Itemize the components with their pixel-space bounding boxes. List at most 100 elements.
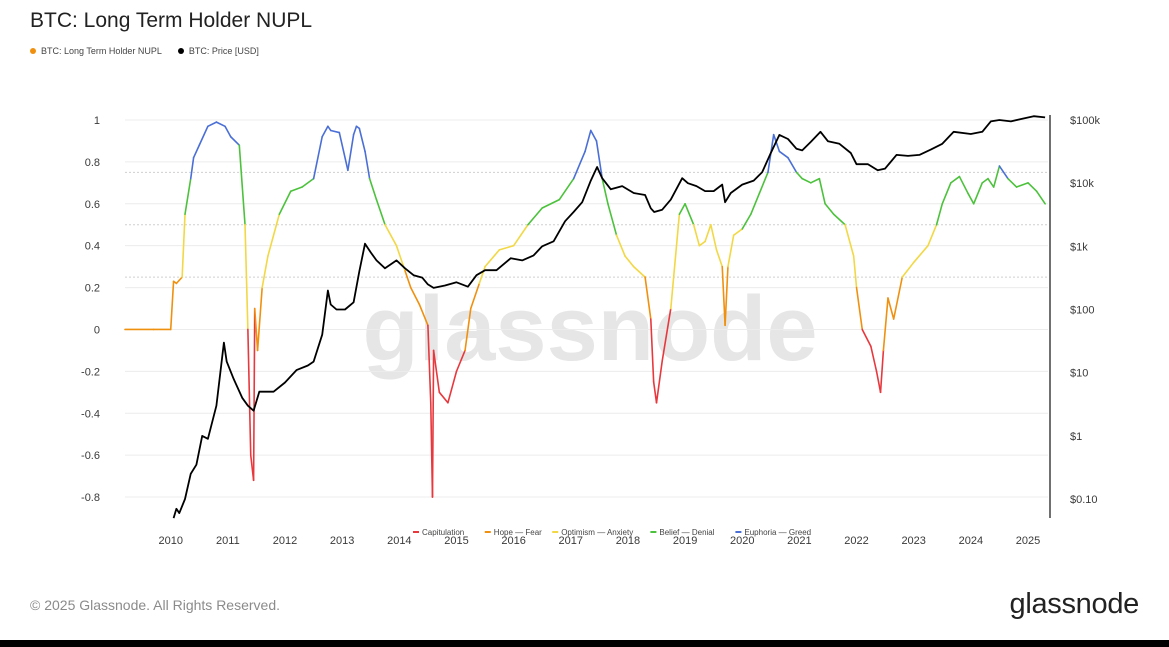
- glassnode-logo[interactable]: glassnode: [1009, 588, 1139, 620]
- x-tick-label: 2020: [730, 535, 754, 547]
- nupl-segment: [572, 150, 586, 180]
- nupl-segment: [192, 144, 201, 159]
- nupl-segment: [950, 175, 961, 184]
- nupl-segment: [758, 171, 769, 195]
- nupl-segment: [632, 265, 646, 278]
- legend-item-nupl[interactable]: BTC: Long Term Holder NUPL: [30, 46, 162, 56]
- nupl-segment: [655, 360, 664, 404]
- y-right-tick-label: $1: [1070, 431, 1082, 443]
- nupl-segment: [478, 265, 486, 285]
- nupl-segment: [721, 265, 726, 327]
- nupl-segment: [1015, 182, 1029, 188]
- left-axis: 1 0.8 0.6 0.4 0.2 0 -0.2 -0.4 -0.6 -0.8: [81, 115, 100, 504]
- chart-title: BTC: Long Term Holder NUPL: [30, 9, 313, 32]
- nupl-segment: [329, 129, 341, 134]
- legend-item-price[interactable]: BTC: Price [USD]: [177, 46, 259, 56]
- zone-legend-label: Capitulation: [422, 528, 464, 537]
- nupl-segment: [927, 223, 938, 247]
- nupl-segment: [669, 213, 681, 310]
- x-tick-label: 2015: [444, 535, 468, 547]
- x-tick-label: 2014: [387, 535, 411, 547]
- nupl-segment: [289, 186, 303, 193]
- nupl-segment: [941, 182, 952, 205]
- nupl-segment: [750, 192, 761, 216]
- x-tick-label: 2025: [1016, 535, 1040, 547]
- nupl-segment: [644, 276, 652, 320]
- legend-dot-price: [177, 48, 184, 54]
- price-line: [172, 115, 1046, 519]
- nupl-segment: [238, 144, 246, 226]
- y-left-tick-label: -0.2: [81, 366, 100, 378]
- nupl-segment: [244, 223, 249, 331]
- nupl-segment: [887, 297, 895, 320]
- nupl-segment: [787, 156, 798, 174]
- nupl-segment: [861, 328, 872, 348]
- nupl-segment: [715, 249, 724, 268]
- x-tick-label: 2017: [559, 535, 583, 547]
- nupl-segment: [678, 202, 686, 216]
- nupl-segment: [972, 182, 984, 205]
- nupl-segment: [189, 156, 195, 180]
- bottom-bar: [0, 640, 1169, 647]
- nupl-segment: [278, 190, 292, 216]
- legend-label-nupl: BTC: Long Term Holder NUPL: [41, 46, 162, 56]
- nupl-segment: [1027, 182, 1038, 193]
- y-right-tick-label: $100k: [1070, 115, 1100, 127]
- zone-legend-label: Hope — Fear: [494, 528, 542, 537]
- nupl-segment: [338, 131, 349, 172]
- nupl-segment: [438, 391, 449, 404]
- nupl-segment: [455, 349, 466, 373]
- nupl-segment: [607, 202, 618, 237]
- nupl-segment: [912, 244, 929, 264]
- nupl-segment: [624, 255, 635, 268]
- nupl-segment: [1035, 190, 1046, 205]
- nupl-segment: [368, 177, 378, 201]
- nupl-segment: [684, 202, 695, 226]
- x-tick-label: 2013: [330, 535, 354, 547]
- nupl-segment: [879, 349, 885, 394]
- y-right-tick-label: $0.10: [1070, 494, 1098, 506]
- x-tick-label: 2022: [844, 535, 868, 547]
- zone-legend-label: Optimism — Anxiety: [561, 528, 633, 537]
- y-right-tick-label: $100: [1070, 305, 1094, 317]
- y-left-tick-label: 0.8: [85, 157, 100, 169]
- nupl-segment: [704, 223, 712, 243]
- nupl-segment: [601, 177, 609, 205]
- legend-dot-nupl: [30, 48, 36, 54]
- y-right-tick-label: $1k: [1070, 241, 1088, 253]
- y-left-tick-label: 0.6: [85, 199, 100, 211]
- nupl-segment: [901, 261, 915, 278]
- nupl-segment: [727, 234, 735, 268]
- nupl-segment: [595, 140, 604, 180]
- nupl-segment: [772, 133, 781, 153]
- legend-label-price: BTC: Price [USD]: [188, 46, 259, 56]
- nupl-segment: [741, 213, 752, 230]
- nupl-segment: [852, 255, 858, 289]
- nupl-segment: [778, 150, 789, 159]
- y-left-tick-label: -0.8: [81, 492, 100, 504]
- x-tick-label: 2021: [787, 535, 811, 547]
- nupl-segment: [432, 349, 441, 394]
- x-tick-label: 2018: [616, 535, 640, 547]
- nupl-segment: [692, 223, 701, 247]
- nupl-segment: [175, 276, 183, 285]
- copyright-text: © 2025 Glassnode. All Rights Reserved.: [30, 597, 281, 613]
- nupl-segment: [404, 270, 412, 289]
- x-tick-label: 2023: [901, 535, 925, 547]
- nupl-segment: [184, 177, 192, 216]
- x-tick-label: 2010: [158, 535, 182, 547]
- nupl-segment: [181, 213, 186, 278]
- nupl-segment: [384, 223, 398, 247]
- x-tick-label: 2016: [501, 535, 525, 547]
- nupl-segment: [224, 125, 232, 138]
- nupl-segment: [512, 223, 529, 247]
- right-axis: $100k $10k $1k $100 $10 $1 $0.10: [1049, 115, 1100, 518]
- nupl-segment: [652, 381, 658, 404]
- nupl-segment: [732, 228, 744, 237]
- nupl-segment: [810, 177, 821, 184]
- nupl-segment: [247, 328, 252, 456]
- nupl-segment: [256, 286, 263, 352]
- nupl-segment: [661, 307, 672, 362]
- nupl-segment: [358, 127, 366, 153]
